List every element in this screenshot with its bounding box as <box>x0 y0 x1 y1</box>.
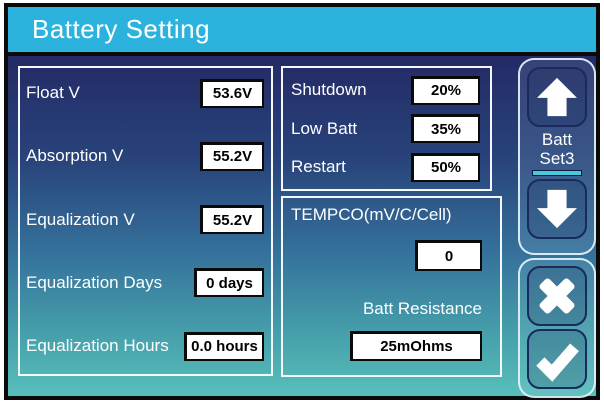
low-batt-label: Low Batt <box>291 118 358 138</box>
equalization-days-field[interactable]: 0 days <box>194 268 264 298</box>
page-title: Battery Setting <box>32 14 211 44</box>
absorption-v-field[interactable]: 55.2V <box>200 141 264 171</box>
absorption-v-label: Absorption V <box>26 146 124 166</box>
batt-resistance-label: Batt Resistance <box>362 299 482 318</box>
equalization-days-label: Equalization Days <box>26 272 163 292</box>
low-batt-field[interactable]: 35% <box>411 114 480 143</box>
preset-up-button[interactable] <box>527 67 587 127</box>
soc-thresholds-panel: Shutdown 20% Low Batt 35% Restart 50% <box>281 66 492 191</box>
preset-label: Batt Set3 <box>540 130 575 168</box>
title-bar: Battery Setting <box>8 7 596 56</box>
tempco-field[interactable]: 0 <box>415 240 482 271</box>
cancel-icon <box>532 271 582 321</box>
restart-label: Restart <box>291 157 346 176</box>
preset-label-line1: Batt <box>541 130 573 149</box>
down-arrow-icon <box>532 184 582 234</box>
cancel-button[interactable] <box>527 266 587 326</box>
setting-row-absorption-v: Absorption V 55.2V <box>26 141 264 171</box>
restart-field[interactable]: 50% <box>411 152 480 182</box>
shutdown-label: Shutdown <box>291 80 367 99</box>
preset-divider <box>532 170 582 177</box>
setting-row-equalization-hours: Equalization Hours 0.0 hours <box>26 331 264 361</box>
confirm-icon <box>532 334 582 384</box>
setting-row-equalization-v: Equalization V 55.2V <box>26 205 264 235</box>
setting-row-low-batt: Low Batt 35% <box>291 114 480 144</box>
preset-nav-group: Batt Set3 <box>518 58 596 255</box>
equalization-hours-label: Equalization Hours <box>26 336 169 355</box>
confirm-group <box>518 258 596 398</box>
preset-label-line2: Set3 <box>539 149 575 169</box>
equalization-v-field[interactable]: 55.2V <box>200 205 264 234</box>
setting-row-float-v: Float V 53.6V <box>26 78 264 108</box>
float-v-label: Float V <box>26 83 80 102</box>
setting-row-shutdown: Shutdown 20% <box>291 75 480 105</box>
equalization-hours-field[interactable]: 0.0 hours <box>184 331 264 361</box>
equalization-v-label: Equalization V <box>26 209 135 229</box>
content-area: Float V 53.6V Absorption V 55.2V Equaliz… <box>8 56 596 398</box>
tempco-title: TEMPCO(mV/C/Cell) <box>291 205 452 224</box>
tempco-panel: TEMPCO(mV/C/Cell) 0 Batt Resistance 25mO… <box>281 196 502 377</box>
shutdown-field[interactable]: 20% <box>411 75 480 105</box>
float-v-field[interactable]: 53.6V <box>200 78 264 108</box>
device-screen: Battery Setting Float V 53.6V Absorption… <box>4 3 600 400</box>
preset-down-button[interactable] <box>527 179 587 240</box>
up-arrow-icon <box>532 72 582 122</box>
voltage-settings-panel: Float V 53.6V Absorption V 55.2V Equaliz… <box>18 66 273 376</box>
setting-row-restart: Restart 50% <box>291 152 480 182</box>
setting-row-equalization-days: Equalization Days 0 days <box>26 268 264 298</box>
confirm-button[interactable] <box>527 329 587 389</box>
batt-resistance-field[interactable]: 25mOhms <box>350 331 482 361</box>
